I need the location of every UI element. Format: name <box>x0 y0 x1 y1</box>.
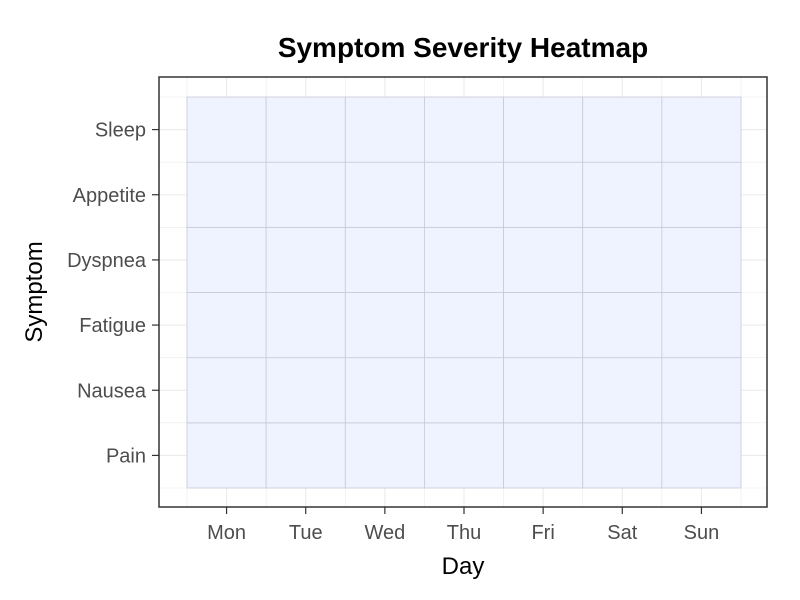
heatmap-cell-sun-nausea <box>661 357 742 424</box>
heatmap-cell-thu-appetite <box>424 161 504 228</box>
heatmap-cell-fri-pain <box>503 422 584 489</box>
heatmap-cell-thu-fatigue <box>424 292 504 359</box>
heatmap-cell-thu-nausea <box>424 357 504 424</box>
y-tick-label-nausea: Nausea <box>77 380 147 402</box>
heatmap-cell-sun-sleep <box>661 96 742 163</box>
chart-title: Symptom Severity Heatmap <box>278 32 648 63</box>
heatmap-cell-mon-dyspnea <box>186 226 267 293</box>
y-tick-label-sleep: Sleep <box>95 120 146 142</box>
heatmap-cell-sat-fatigue <box>582 292 663 359</box>
heatmap-cell-tue-sleep <box>265 96 346 163</box>
x-axis-title: Day <box>442 553 485 580</box>
y-tick-label-dyspnea: Dyspnea <box>67 250 147 272</box>
heatmap-cells <box>186 96 742 489</box>
heatmap-cell-mon-pain <box>186 422 267 489</box>
y-tick-label-pain: Pain <box>106 445 146 467</box>
heatmap-cell-wed-dyspnea <box>344 226 425 293</box>
heatmap-cell-tue-nausea <box>265 357 346 424</box>
heatmap-cell-fri-appetite <box>503 161 584 228</box>
heatmap-cell-fri-fatigue <box>503 292 584 359</box>
y-tick-label-fatigue: Fatigue <box>79 315 146 337</box>
heatmap-cell-sat-dyspnea <box>582 226 663 293</box>
x-tick-label-thu: Thu <box>447 522 481 544</box>
heatmap-cell-mon-fatigue <box>186 292 267 359</box>
x-tick-label-fri: Fri <box>531 522 554 544</box>
heatmap-cell-tue-fatigue <box>265 292 346 359</box>
heatmap-cell-tue-pain <box>265 422 346 489</box>
heatmap-cell-sat-pain <box>582 422 663 489</box>
heatmap-cell-fri-sleep <box>503 96 584 163</box>
heatmap-cell-sun-fatigue <box>661 292 742 359</box>
heatmap-cell-wed-nausea <box>344 357 425 424</box>
x-tick-label-sun: Sun <box>684 522 720 544</box>
heatmap-cell-thu-dyspnea <box>424 226 504 293</box>
y-axis-title: Symptom <box>21 241 48 342</box>
x-axis: Mon Tue Wed Thu Fri Sat Sun <box>207 507 719 544</box>
heatmap-cell-tue-appetite <box>265 161 346 228</box>
x-tick-label-wed: Wed <box>364 522 405 544</box>
heatmap-cell-thu-sleep <box>424 96 504 163</box>
heatmap-cell-fri-dyspnea <box>503 226 584 293</box>
heatmap-cell-sat-appetite <box>582 161 663 228</box>
heatmap-cell-sat-nausea <box>582 357 663 424</box>
y-axis: Pain Nausea Fatigue Dyspnea Appetite Sleep <box>67 120 159 467</box>
heatmap-cell-wed-appetite <box>344 161 425 228</box>
heatmap-cell-sat-sleep <box>582 96 663 163</box>
heatmap-cell-thu-pain <box>424 422 504 489</box>
heatmap-cell-sun-dyspnea <box>661 226 742 293</box>
heatmap-cell-wed-sleep <box>344 96 425 163</box>
heatmap-cell-mon-sleep <box>186 96 267 163</box>
panel-border <box>158 76 768 508</box>
x-tick-label-sat: Sat <box>607 522 637 544</box>
y-tick-label-appetite: Appetite <box>73 185 146 207</box>
heatmap-cell-sun-appetite <box>661 161 742 228</box>
heatmap-cell-mon-appetite <box>186 161 267 228</box>
x-tick-label-tue: Tue <box>289 522 323 544</box>
heatmap-cell-mon-nausea <box>186 357 267 424</box>
x-tick-label-mon: Mon <box>207 522 246 544</box>
heatmap-cell-sun-pain <box>661 422 742 489</box>
heatmap-cell-fri-nausea <box>503 357 584 424</box>
heatmap-cell-wed-fatigue <box>344 292 425 359</box>
heatmap-cell-tue-dyspnea <box>265 226 346 293</box>
heatmap-cell-wed-pain <box>344 422 425 489</box>
